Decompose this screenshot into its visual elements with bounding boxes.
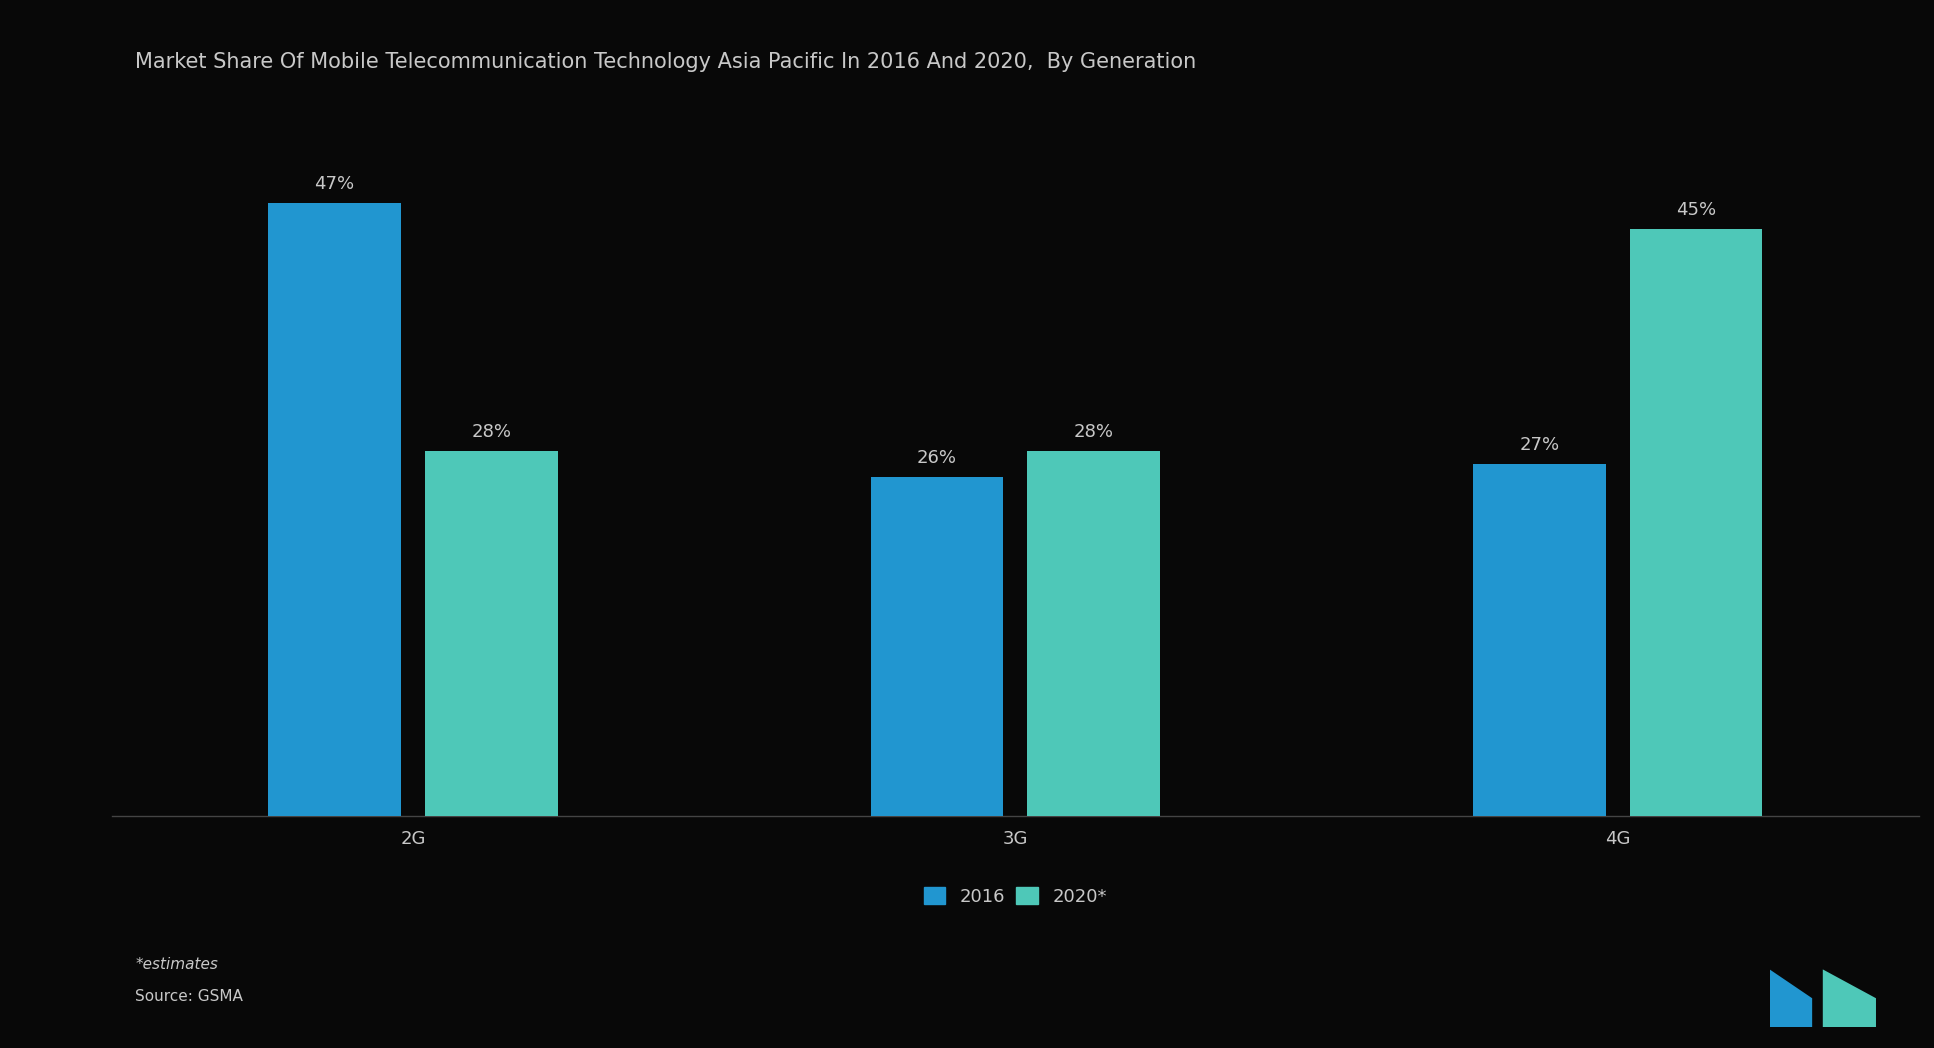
- Text: Market Share Of Mobile Telecommunication Technology Asia Pacific In 2016 And 202: Market Share Of Mobile Telecommunication…: [135, 52, 1197, 72]
- Polygon shape: [1770, 969, 1812, 1027]
- Bar: [1630, 230, 1762, 816]
- Text: *estimates: *estimates: [135, 958, 219, 973]
- Bar: [870, 477, 1004, 816]
- Polygon shape: [1824, 969, 1876, 1027]
- Bar: [1027, 451, 1160, 816]
- Legend: 2016, 2020*: 2016, 2020*: [915, 878, 1116, 915]
- Text: 45%: 45%: [1677, 201, 1715, 219]
- Text: 28%: 28%: [1073, 422, 1114, 440]
- Bar: [269, 203, 400, 816]
- Text: 28%: 28%: [472, 422, 511, 440]
- Text: Source: GSMA: Source: GSMA: [135, 989, 244, 1004]
- Text: 47%: 47%: [315, 175, 354, 193]
- Bar: [1474, 464, 1605, 816]
- Bar: [425, 451, 557, 816]
- Text: 27%: 27%: [1520, 436, 1559, 454]
- Text: 26%: 26%: [917, 449, 957, 466]
